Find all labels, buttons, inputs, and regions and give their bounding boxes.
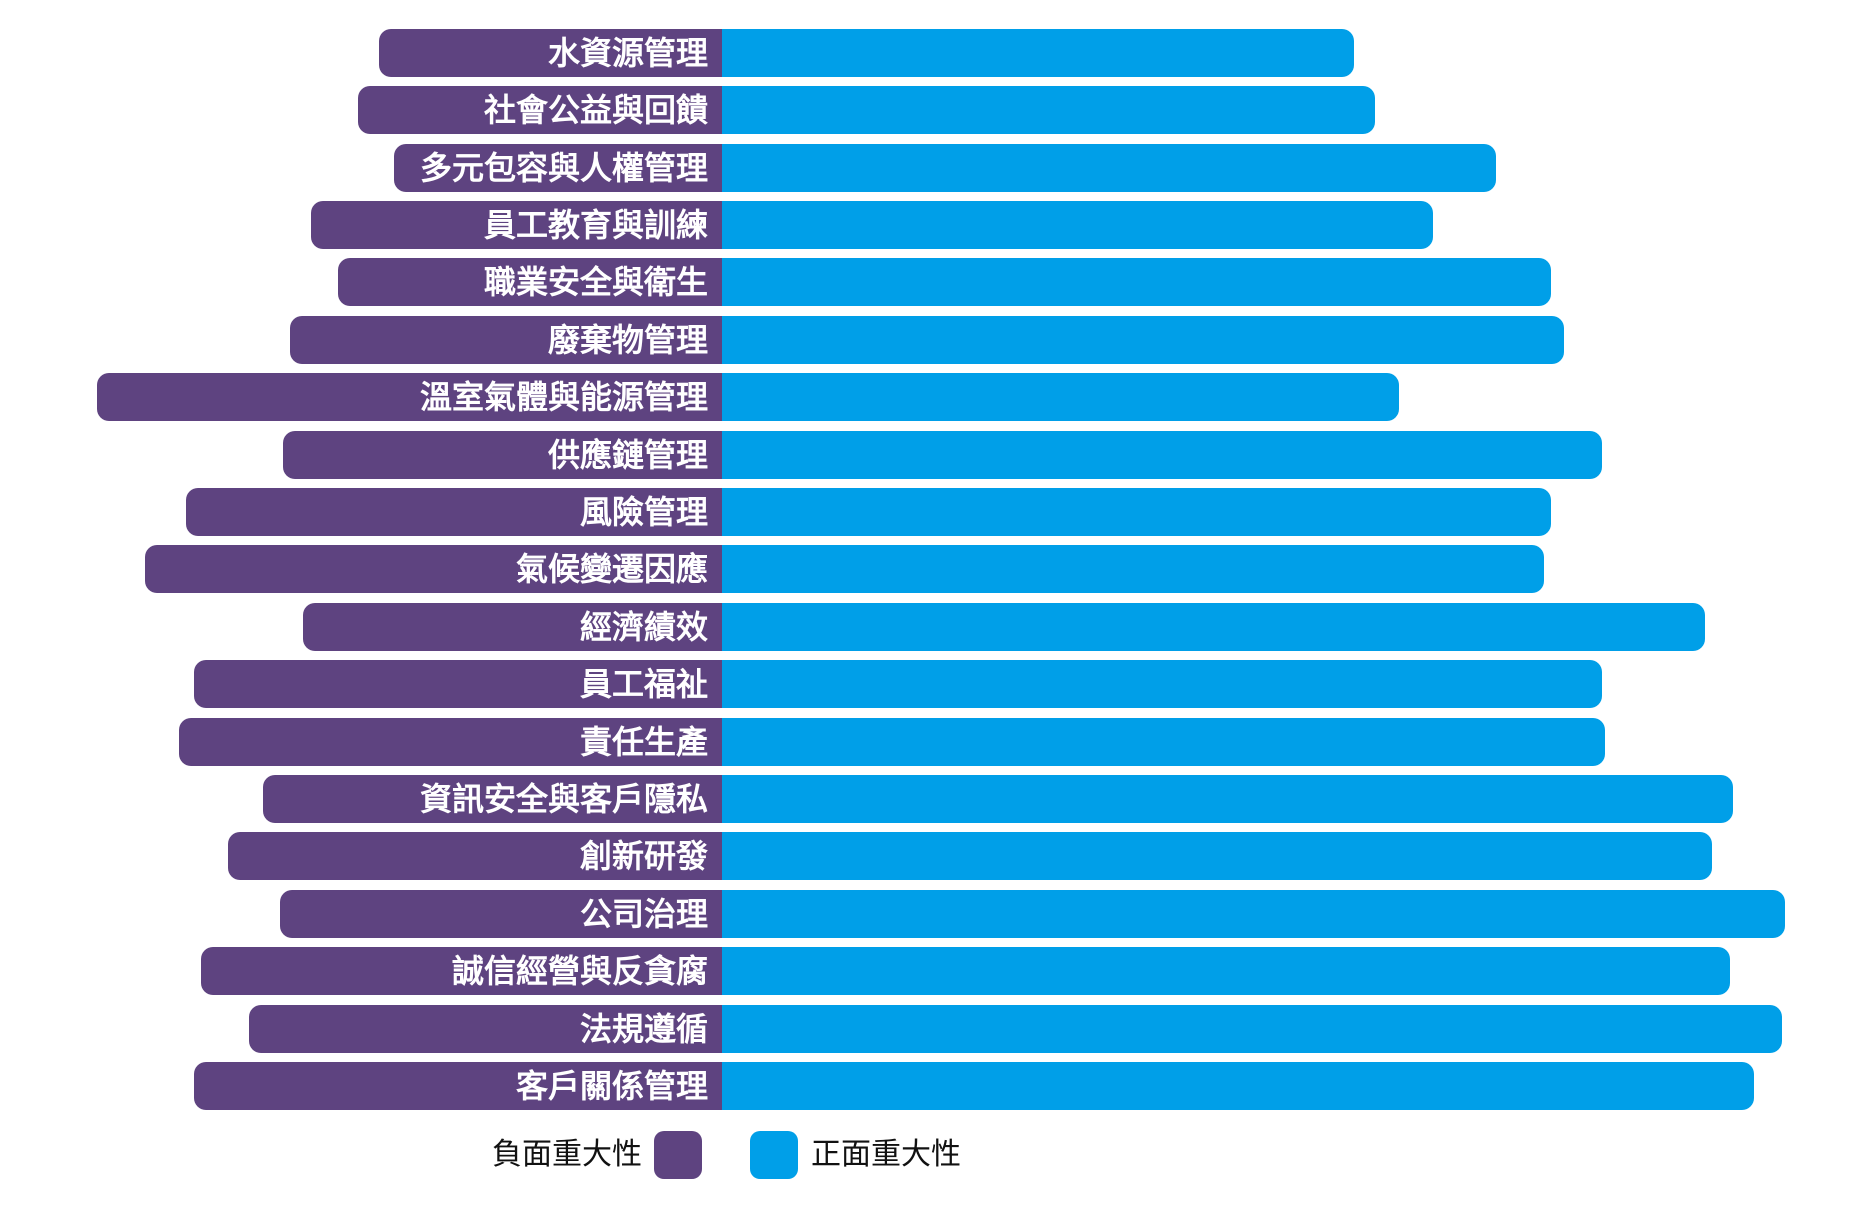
negative-materiality-bar — [248, 1004, 722, 1053]
positive-materiality-bar — [722, 487, 1552, 536]
negative-materiality-bar — [290, 315, 722, 364]
positive-materiality-bar — [722, 258, 1552, 307]
category-label: 經濟績效 — [579, 607, 708, 646]
bar-row: 職業安全與衛生 — [0, 258, 1865, 307]
bar-row: 經濟績效 — [0, 602, 1865, 651]
negative-materiality-bar — [193, 660, 722, 709]
negative-materiality-bar — [279, 889, 722, 938]
negative-materiality-bar — [227, 832, 722, 881]
negative-materiality-bar — [144, 545, 722, 594]
category-label: 風險管理 — [579, 492, 708, 531]
legend-swatch-negative — [654, 1131, 702, 1179]
positive-materiality-bar — [722, 430, 1603, 479]
negative-materiality-bar — [201, 947, 722, 996]
positive-materiality-bar — [722, 315, 1564, 364]
positive-materiality-bar — [722, 1061, 1755, 1110]
legend-swatch-positive — [750, 1131, 798, 1179]
bar-row: 員工福祉 — [0, 660, 1865, 709]
bar-row: 員工教育與訓練 — [0, 200, 1865, 249]
category-label: 責任生產 — [579, 722, 708, 761]
negative-materiality-bar — [193, 1061, 722, 1110]
bar-row: 法規遵循 — [0, 1004, 1865, 1053]
category-label: 水資源管理 — [547, 33, 708, 72]
negative-materiality-bar — [96, 373, 722, 422]
positive-materiality-bar — [722, 143, 1496, 192]
bar-row: 誠信經營與反貪腐 — [0, 947, 1865, 996]
legend-label-negative: 負面重大性 — [492, 1137, 642, 1172]
bar-row: 多元包容與人權管理 — [0, 143, 1865, 192]
category-label: 溫室氣體與能源管理 — [419, 378, 708, 417]
negative-materiality-bar — [378, 28, 722, 77]
category-label: 職業安全與衛生 — [483, 263, 708, 302]
bar-row: 社會公益與回饋 — [0, 86, 1865, 135]
negative-materiality-bar — [303, 602, 722, 651]
positive-materiality-bar — [722, 832, 1712, 881]
positive-materiality-bar — [722, 774, 1733, 823]
positive-materiality-bar — [722, 28, 1355, 77]
plot-area: 水資源管理社會公益與回饋多元包容與人權管理員工教育與訓練 職業安全與衛生廢棄物管理… — [0, 28, 1865, 1110]
bar-row: 水資源管理 — [0, 28, 1865, 77]
negative-materiality-bar — [186, 487, 722, 536]
bar-row: 廢棄物管理 — [0, 315, 1865, 364]
category-label: 多元包容與人權管理 — [419, 148, 708, 187]
negative-materiality-bar — [178, 717, 722, 766]
positive-materiality-bar — [722, 86, 1375, 135]
category-label: 員工教育與訓練 — [483, 205, 708, 244]
legend: 負面重大性 正面重大性 — [0, 1131, 1865, 1179]
bar-row: 客戶關係管理 — [0, 1061, 1865, 1110]
positive-materiality-bar — [722, 660, 1603, 709]
legend-label-positive: 正面重大性 — [811, 1137, 961, 1172]
category-label: 資訊安全與客戶隱私 — [419, 779, 708, 818]
positive-materiality-bar — [722, 373, 1400, 422]
category-label: 廢棄物管理 — [547, 320, 708, 359]
negative-materiality-bar — [358, 86, 722, 135]
category-label: 誠信經營與反貪腐 — [451, 952, 708, 991]
bar-row: 資訊安全與客戶隱私 — [0, 774, 1865, 823]
category-label: 創新研發 — [579, 837, 708, 876]
category-label: 法規遵循 — [579, 1009, 708, 1048]
positive-materiality-bar — [722, 602, 1706, 651]
positive-materiality-bar — [722, 545, 1544, 594]
bar-row: 公司治理 — [0, 889, 1865, 938]
bar-row: 創新研發 — [0, 832, 1865, 881]
negative-materiality-bar — [310, 200, 722, 249]
category-label: 公司治理 — [579, 894, 708, 933]
category-label: 氣候變遷因應 — [515, 550, 708, 589]
negative-materiality-bar — [338, 258, 722, 307]
bar-row: 供應鏈管理 — [0, 430, 1865, 479]
category-label: 供應鏈管理 — [547, 435, 708, 474]
negative-materiality-bar — [393, 143, 722, 192]
bar-row: 責任生產 — [0, 717, 1865, 766]
bar-row: 溫室氣體與能源管理 — [0, 373, 1865, 422]
category-label: 員工福祉 — [579, 665, 708, 704]
category-label: 客戶關係管理 — [515, 1066, 708, 1105]
negative-materiality-bar — [262, 774, 722, 823]
positive-materiality-bar — [722, 889, 1785, 938]
negative-materiality-bar — [282, 430, 722, 479]
positive-materiality-bar — [722, 717, 1606, 766]
positive-materiality-bar — [722, 200, 1434, 249]
bar-row: 氣候變遷因應 — [0, 545, 1865, 594]
category-label: 社會公益與回饋 — [483, 91, 708, 130]
positive-materiality-bar — [722, 1004, 1782, 1053]
bar-row: 風險管理 — [0, 487, 1865, 536]
positive-materiality-bar — [722, 947, 1730, 996]
